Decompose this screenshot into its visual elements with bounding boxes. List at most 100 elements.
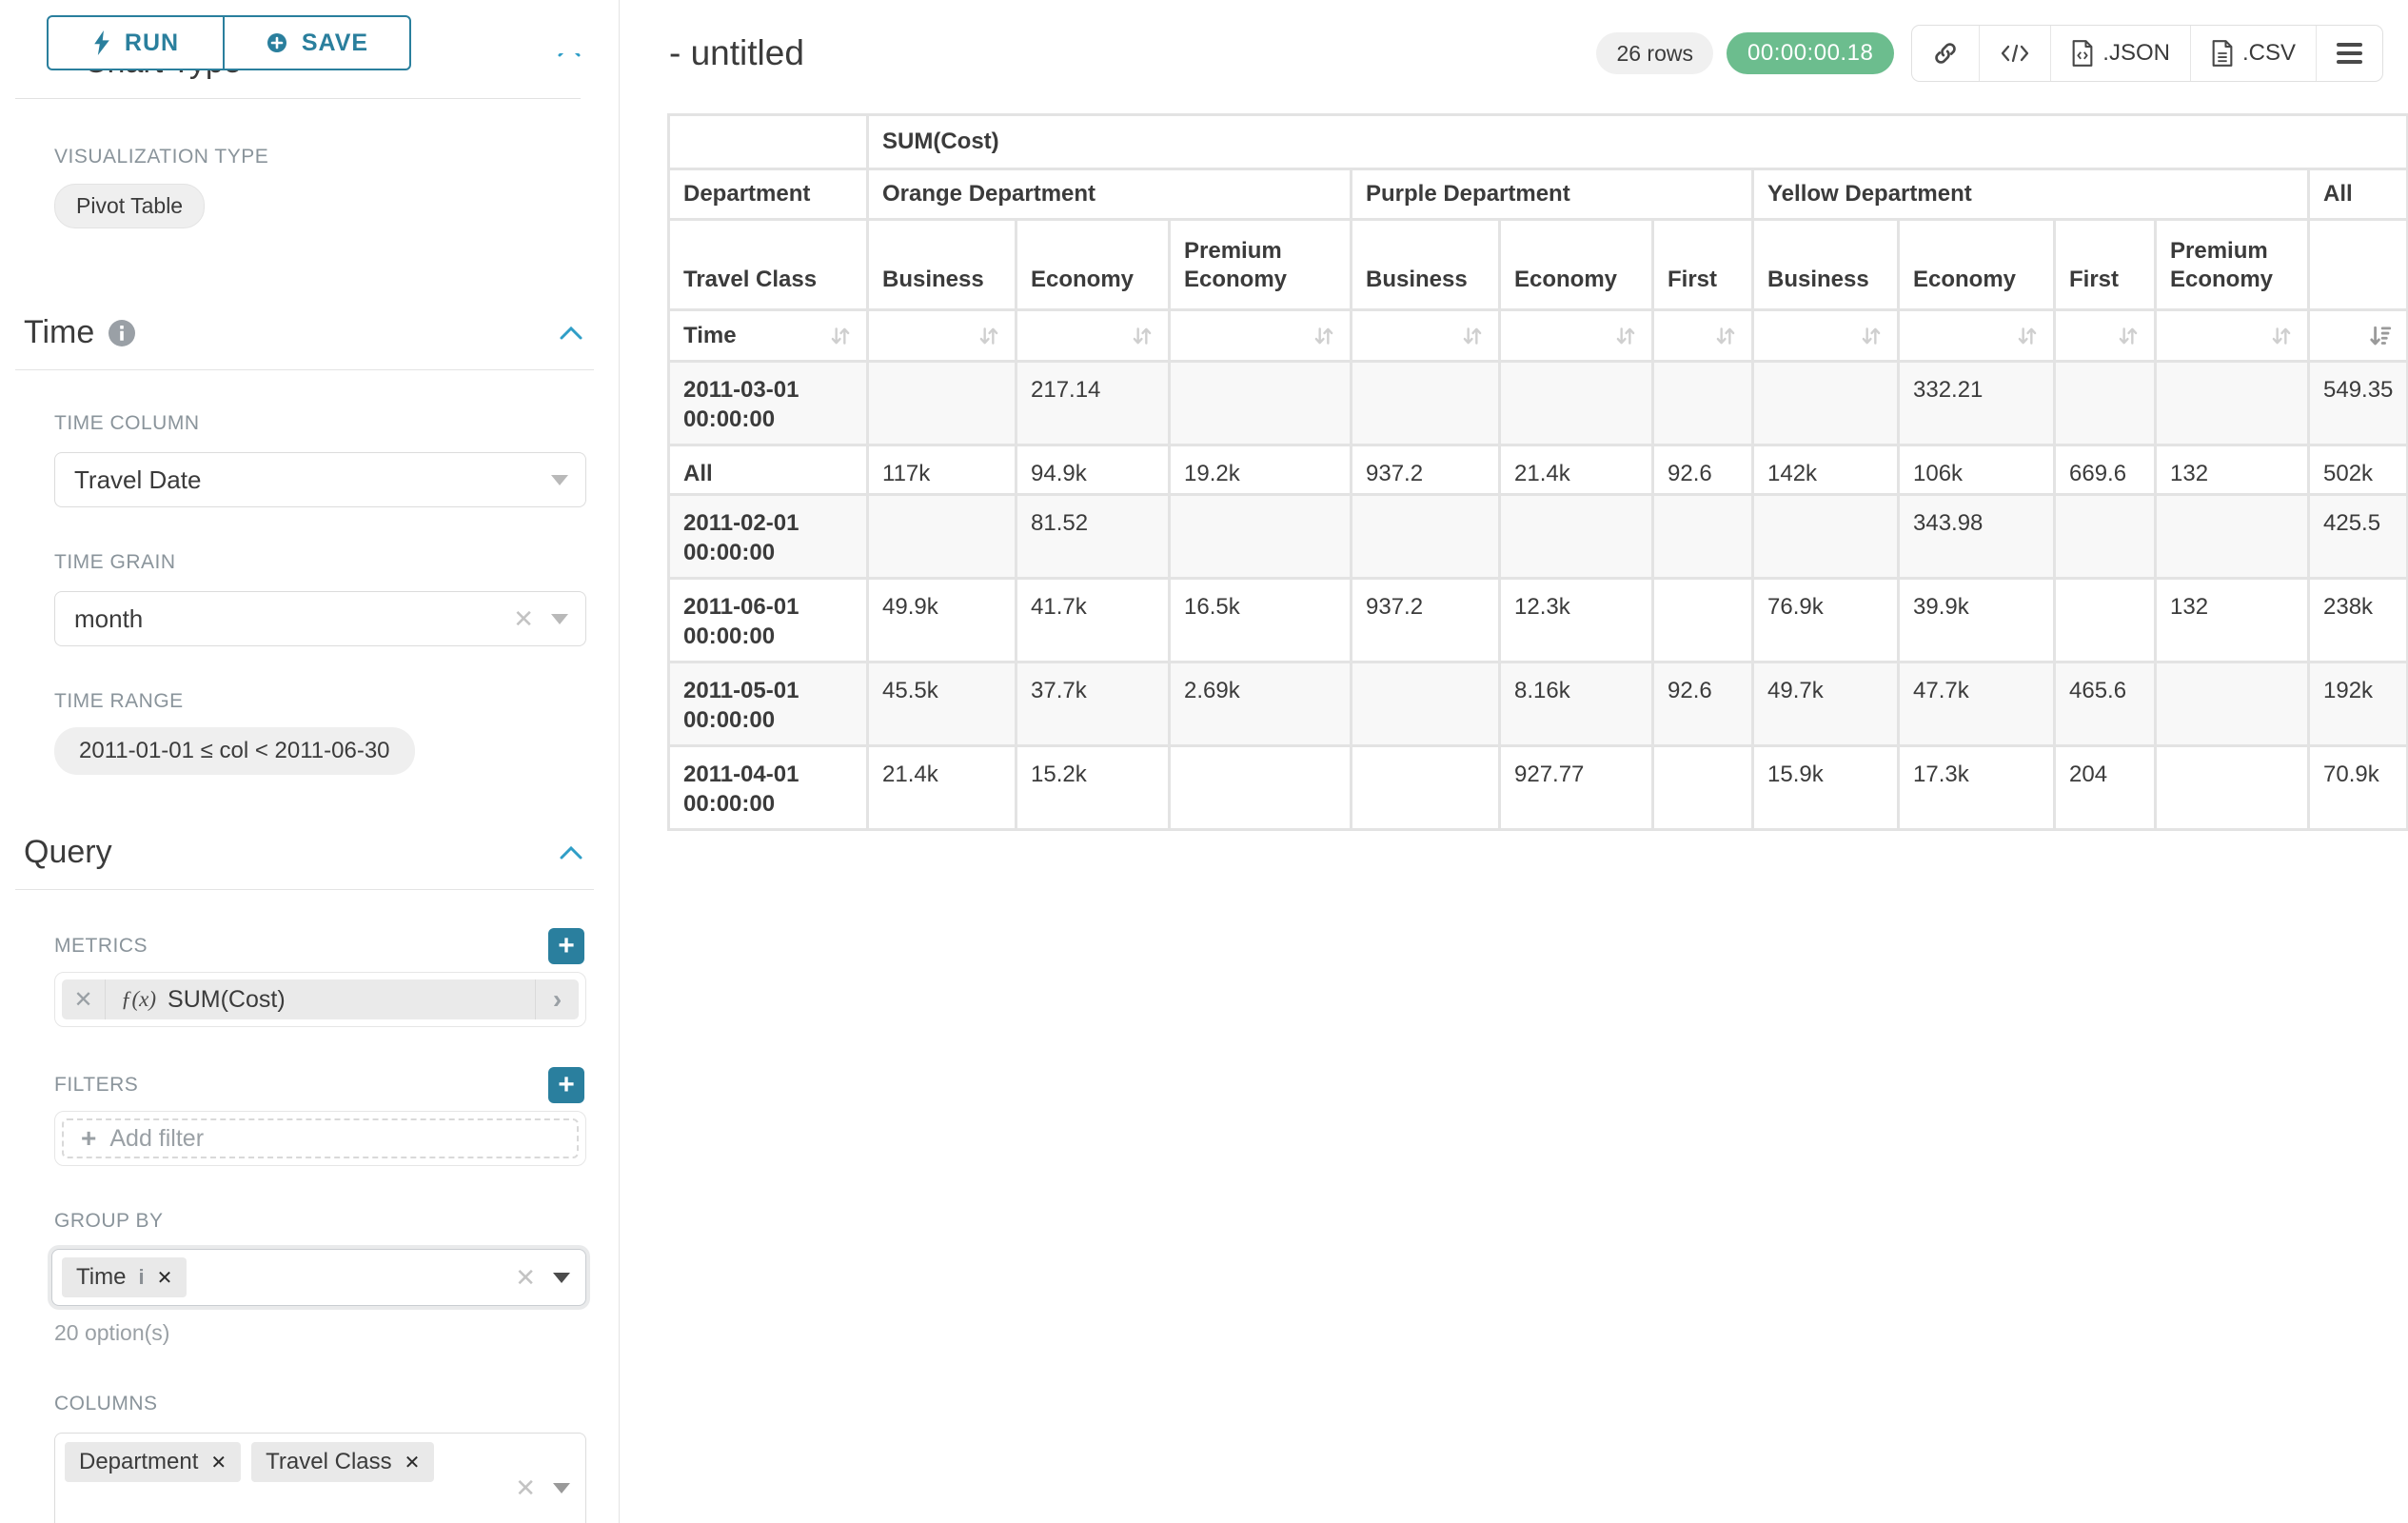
pivot-row-dim-header: Department xyxy=(670,170,866,218)
pivot-data-row: All 117k 94.9k 19.2k 937.2 21.4k 92.6 142k 106k 6… xyxy=(670,446,2406,493)
menu-button[interactable] xyxy=(2317,26,2382,81)
clear-icon[interactable]: ✕ xyxy=(513,604,534,633)
pivot-value-cell: 192k xyxy=(2310,663,2406,744)
sort-icon[interactable] xyxy=(2269,324,2294,348)
add-metric-button[interactable]: + xyxy=(548,928,584,964)
pivot-sort-cell[interactable] xyxy=(1654,311,1751,360)
pivot-value-cell: 76.9k xyxy=(1754,580,1897,661)
pivot-sort-cell[interactable] xyxy=(2056,311,2154,360)
sort-icon[interactable] xyxy=(1713,324,1738,348)
pivot-value-cell xyxy=(1171,496,1350,577)
sort-icon[interactable] xyxy=(1859,324,1884,348)
pivot-subcol-header: Business xyxy=(1352,221,1498,308)
remove-tag-icon[interactable]: ✕ xyxy=(404,1452,421,1474)
sort-icon[interactable] xyxy=(1613,324,1638,348)
sort-icon[interactable] xyxy=(1130,324,1155,348)
pivot-value-cell xyxy=(1654,496,1751,577)
pivot-value-cell: 41.7k xyxy=(1017,580,1168,661)
sort-descending-active-icon[interactable] xyxy=(2368,324,2393,348)
pivot-sort-cell[interactable] xyxy=(1501,311,1651,360)
csv-button-label: .CSV xyxy=(2241,40,2296,66)
columns-pills: Department ✕ Travel Class ✕ xyxy=(65,1442,576,1482)
share-link-button[interactable] xyxy=(1912,26,1981,81)
chevron-down-icon[interactable] xyxy=(551,613,568,624)
time-range-pill[interactable]: 2011-01-01 ≤ col < 2011-06-30 xyxy=(54,727,415,775)
sort-icon[interactable] xyxy=(2015,324,2040,348)
pivot-subcol-header: First xyxy=(1654,221,1751,308)
chevron-right-icon[interactable]: › xyxy=(535,979,579,1019)
metric-pill[interactable]: ✕ ƒ(x) SUM(Cost) › xyxy=(62,979,579,1019)
pivot-sort-cell[interactable] xyxy=(869,311,1015,360)
sort-icon[interactable] xyxy=(1312,324,1336,348)
add-filter-button[interactable]: + xyxy=(548,1067,584,1103)
pivot-value-cell: 332.21 xyxy=(1900,363,2053,444)
pivot-value-cell: 132 xyxy=(2157,446,2307,493)
remove-tag-icon[interactable]: ✕ xyxy=(210,1452,227,1474)
pivot-sort-cell[interactable] xyxy=(1171,311,1350,360)
sort-icon[interactable] xyxy=(2116,324,2141,348)
group-by-options-hint: 20 option(s) xyxy=(54,1320,170,1345)
pivot-sort-cell[interactable] xyxy=(1352,311,1498,360)
add-filter-dropzone[interactable]: + Add filter xyxy=(62,1118,579,1158)
pivot-subcol-header: Premium Economy xyxy=(1171,221,1350,308)
info-circle-icon[interactable] xyxy=(108,319,136,347)
pivot-time-sort-header[interactable]: Time xyxy=(670,311,866,360)
remove-tag-icon[interactable]: ✕ xyxy=(156,1267,173,1289)
time-column-select[interactable]: Travel Date xyxy=(54,452,586,507)
group-by-select[interactable]: Time i ✕ ✕ xyxy=(51,1249,586,1306)
pivot-value-cell xyxy=(1501,496,1651,577)
section-divider xyxy=(15,889,594,890)
pivot-value-cell: 117k xyxy=(869,446,1015,493)
column-pill-label: Department xyxy=(79,1449,199,1474)
pivot-value-cell: 465.6 xyxy=(2056,663,2154,744)
pivot-value-cell xyxy=(1171,363,1350,444)
clear-icon[interactable]: ✕ xyxy=(515,1474,536,1502)
pivot-value-cell: 92.6 xyxy=(1654,663,1751,744)
pivot-subcol-header: Business xyxy=(869,221,1015,308)
export-csv-button[interactable]: .CSV xyxy=(2191,26,2317,81)
filters-container: + Add filter xyxy=(54,1111,586,1166)
save-button[interactable]: SAVE xyxy=(224,15,411,70)
clear-icon[interactable]: ✕ xyxy=(515,1263,536,1292)
metrics-label: METRICS xyxy=(54,935,148,957)
pivot-value-cell xyxy=(1352,663,1498,744)
visualization-type-pill[interactable]: Pivot Table xyxy=(54,184,206,228)
json-file-icon xyxy=(2071,40,2094,67)
pivot-sort-cell[interactable] xyxy=(1900,311,2053,360)
time-grain-select[interactable]: month ✕ xyxy=(54,591,586,646)
column-pill[interactable]: Department ✕ xyxy=(65,1442,242,1482)
run-button-label: RUN xyxy=(124,29,180,56)
chart-title[interactable]: - untitled xyxy=(669,33,804,72)
hamburger-menu-icon xyxy=(2337,43,2362,64)
pivot-sort-cell[interactable] xyxy=(2310,311,2406,360)
group-by-label: GROUP BY xyxy=(54,1210,164,1232)
sort-icon[interactable] xyxy=(828,324,853,348)
group-by-pill[interactable]: Time i ✕ xyxy=(62,1257,188,1297)
pivot-sort-cell[interactable] xyxy=(1017,311,1168,360)
chevron-down-icon[interactable] xyxy=(553,1482,570,1493)
chevron-down-icon[interactable] xyxy=(553,1272,570,1283)
time-column-value: Travel Date xyxy=(74,465,202,494)
pivot-sort-cell[interactable] xyxy=(1754,311,1897,360)
pivot-row-label: 2011-04-01 00:00:00 xyxy=(670,747,866,828)
chevron-down-icon[interactable] xyxy=(551,474,568,485)
query-collapse-chevron-icon[interactable] xyxy=(558,844,584,861)
pivot-value-cell: 12.3k xyxy=(1501,580,1651,661)
run-button[interactable]: RUN xyxy=(47,15,224,70)
pivot-value-cell: 21.4k xyxy=(1501,446,1651,493)
pivot-data-row: 2011-02-01 00:00:00 81.52 343.98 425.5 xyxy=(670,496,2406,577)
pivot-sort-cell[interactable] xyxy=(2157,311,2307,360)
time-collapse-chevron-icon[interactable] xyxy=(558,325,584,342)
column-pill[interactable]: Travel Class ✕ xyxy=(251,1442,435,1482)
add-filter-label: Add filter xyxy=(109,1124,205,1152)
pivot-table: SUM(Cost) Department Orange Department Purp… xyxy=(667,113,2408,831)
view-query-button[interactable] xyxy=(1980,26,2052,81)
sort-icon[interactable] xyxy=(977,324,1001,348)
pivot-value-cell: 15.2k xyxy=(1017,747,1168,828)
export-json-button[interactable]: .JSON xyxy=(2051,26,2191,81)
pivot-group-header: Orange Department xyxy=(869,170,1350,218)
sort-icon[interactable] xyxy=(1460,324,1485,348)
remove-metric-icon[interactable]: ✕ xyxy=(62,979,106,1019)
metric-name: SUM(Cost) xyxy=(168,985,286,1013)
columns-select[interactable]: Department ✕ Travel Class ✕ ✕ xyxy=(54,1433,586,1523)
